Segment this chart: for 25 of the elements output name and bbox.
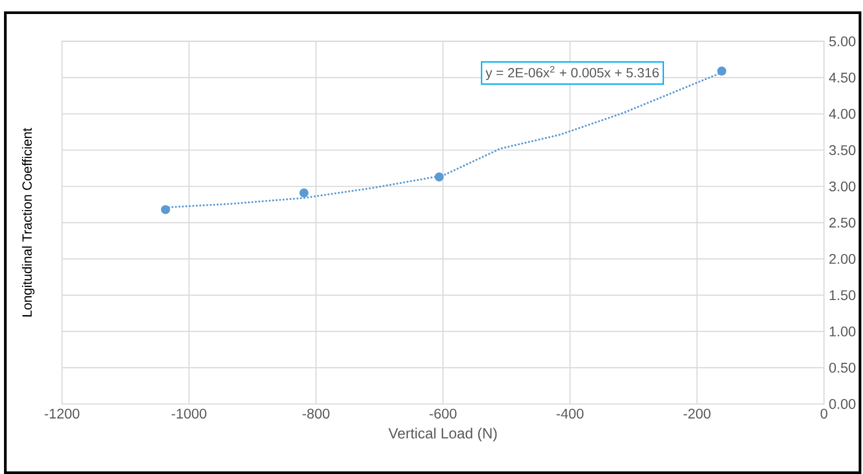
- y-tick-label: 4.50: [829, 72, 856, 83]
- y-tick-label: 3.50: [829, 145, 856, 156]
- point: [160, 205, 170, 214]
- x-axis-title: Vertical Load (N): [388, 428, 497, 442]
- x-tick-label: -1000: [172, 408, 206, 419]
- x-tick-label: -600: [430, 408, 456, 419]
- x-tick-label: -400: [556, 408, 584, 419]
- y-axis-title: Longitudinal Traction Coefficient: [22, 128, 34, 316]
- y-tick-label: 0.50: [829, 362, 856, 373]
- x-tick-label: -800: [302, 408, 330, 419]
- y-tick-label: 3.00: [829, 181, 856, 192]
- x-tick-label: -200: [684, 408, 710, 419]
- y-tick-label: 2.00: [829, 254, 856, 264]
- y-tick-label: 1.50: [830, 290, 856, 300]
- point: [717, 66, 726, 76]
- y-tick-label: 2.50: [829, 218, 856, 228]
- y-tick-label: 0.00: [829, 399, 856, 409]
- point: [434, 172, 444, 182]
- x-tick-label: 0: [820, 408, 828, 419]
- y-tick-label: 4.00: [829, 108, 856, 119]
- y-tick-label: 5.00: [829, 36, 856, 46]
- annotation: y = 2E-06x$^{2}$ + 0.005x + 5.316: [486, 66, 659, 80]
- point: [299, 188, 308, 198]
- x-tick-label: -1200: [44, 408, 80, 419]
- y-tick-label: 1.00: [830, 326, 856, 336]
